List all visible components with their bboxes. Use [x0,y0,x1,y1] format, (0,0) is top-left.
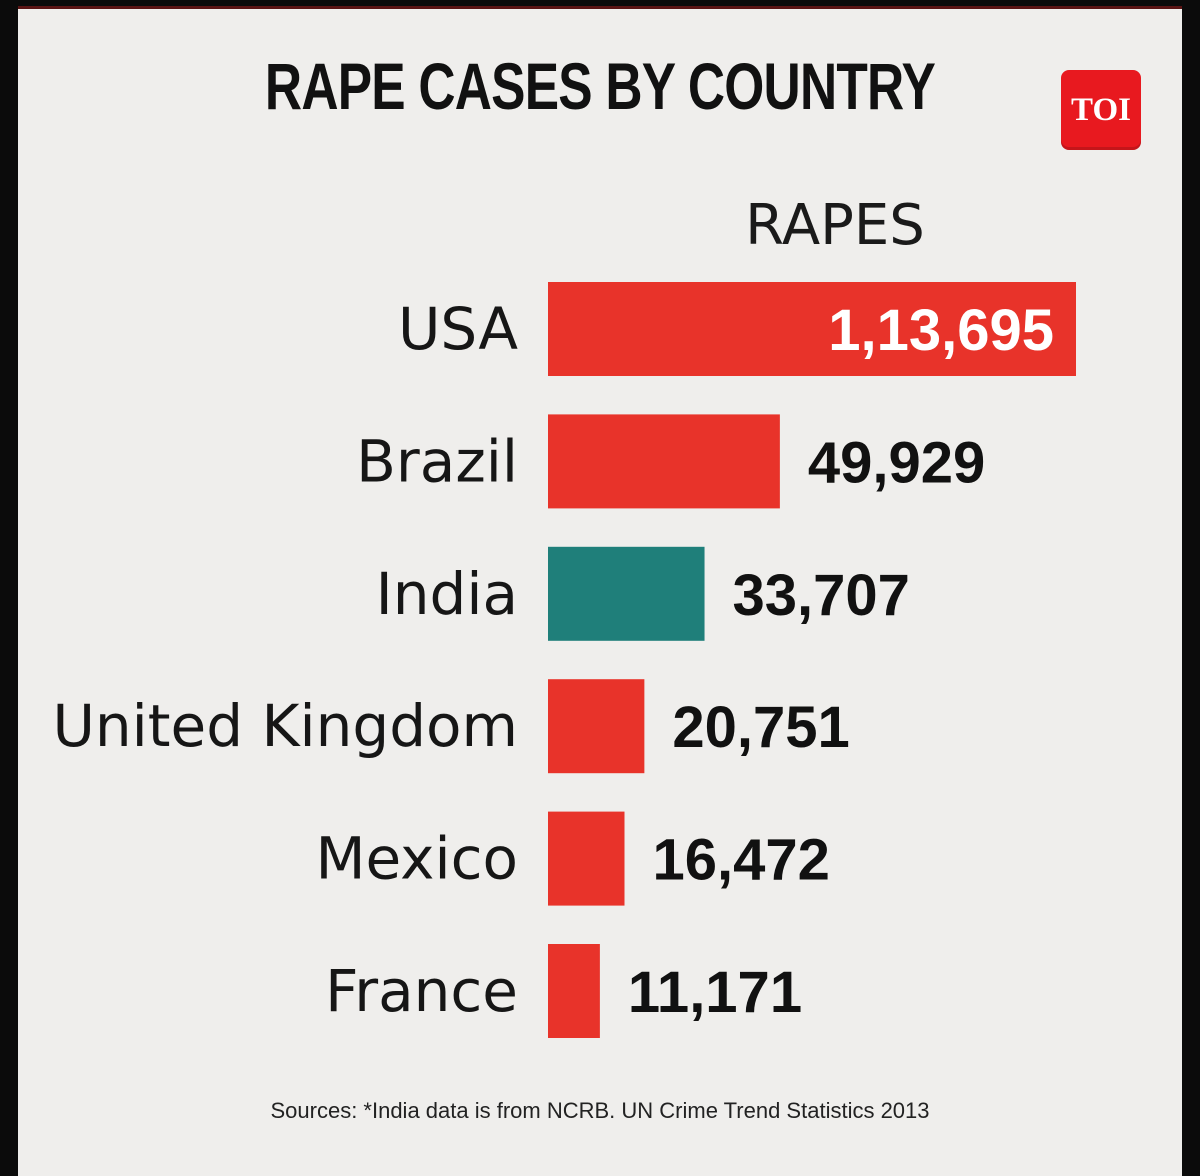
toi-logo: TOI [1061,70,1141,150]
value-label-india: 33,707 [733,563,910,628]
bar-usa [548,282,1076,376]
value-label-mexico: 16,472 [652,828,829,893]
bar-india [548,546,705,641]
value-label-france: 11,171 [628,960,802,1025]
value-column-header: RAPES [745,193,925,258]
category-label-india: India [376,560,518,628]
value-label-brazil: 49,929 [808,430,985,495]
category-label-united-kingdom: United Kingdom [52,692,518,760]
value-label-usa: 1,13,695 [828,298,1054,363]
bar-united-kingdom [548,679,645,774]
bar-mexico [548,811,625,906]
value-label-united-kingdom: 20,751 [672,695,849,760]
bars-layer: USA 1,13,695 Brazil 49,929 India 33,707 United… [52,282,1076,1038]
category-label-france: France [325,957,518,1025]
category-label-usa: USA [398,295,518,363]
category-label-brazil: Brazil [356,427,518,495]
bar-brazil [548,414,780,509]
source-note: Sources: *India data is from NCRB. UN Cr… [270,1098,930,1123]
bar-france [548,944,600,1038]
chart-title: RAPE CASES BY COUNTRY [264,49,936,123]
category-label-mexico: Mexico [315,825,518,893]
